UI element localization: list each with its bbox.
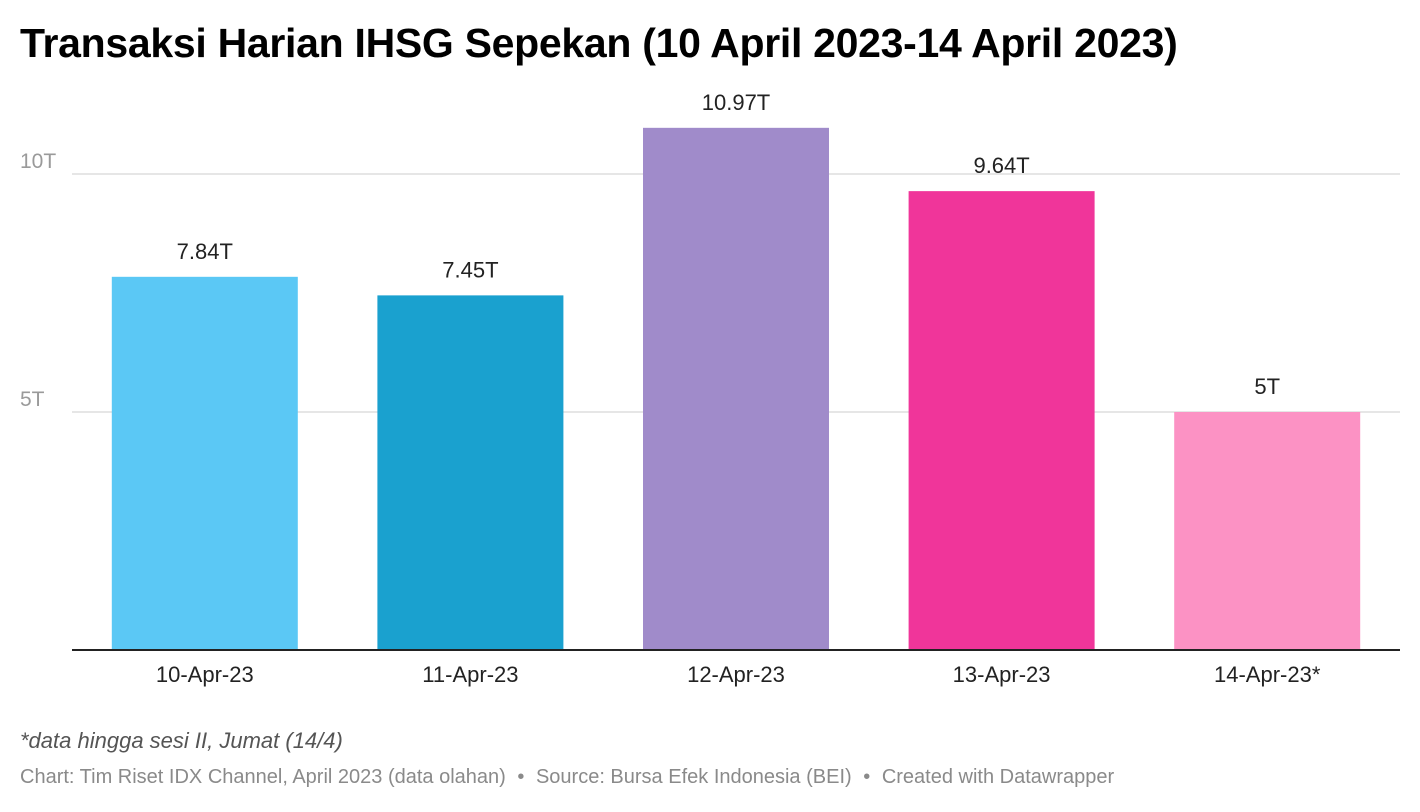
bar-value-label: 9.64T — [973, 153, 1029, 178]
x-tick-label: 14-Apr-23* — [1214, 662, 1321, 687]
chart-footer: Chart: Tim Riset IDX Channel, April 2023… — [20, 766, 1114, 789]
created-with-credit: Created with Datawrapper — [881, 766, 1115, 788]
bar — [1174, 412, 1361, 650]
chart-credit: Chart: Tim Riset IDX Channel, April 2023… — [20, 766, 506, 788]
bar — [377, 295, 564, 650]
bar-value-label: 7.84T — [177, 239, 233, 264]
x-tick-label: 12-Apr-23 — [687, 662, 785, 687]
bar-layer — [111, 127, 1361, 651]
source-credit: Source: Bursa Efek Indonesia (BEI) — [535, 766, 852, 788]
bar-value-label: 5T — [1254, 374, 1280, 399]
x-tick-label: 10-Apr-23 — [156, 662, 254, 687]
x-tick-label: 11-Apr-23 — [422, 662, 518, 687]
footer-separator: • — [863, 766, 871, 788]
bar-value-label: 10.97T — [702, 90, 771, 115]
label-layer: 7.84T 10-Apr-23 7.45T 11-Apr-23 10.97T 12-Apr… — [156, 90, 1321, 687]
bar — [111, 276, 298, 650]
chart-note: *data hingga sesi II, Jumat (14/4) — [20, 728, 343, 753]
bar — [643, 127, 829, 650]
footer-separator: • — [517, 766, 525, 788]
x-tick-label: 13-Apr-23 — [953, 662, 1051, 687]
bar-value-label: 7.45T — [442, 257, 498, 282]
chart-title: Transaksi Harian IHSG Sepekan (10 April … — [20, 20, 1178, 66]
bar — [908, 191, 1095, 651]
y-tick-label: 5T — [20, 388, 45, 411]
y-tick-label: 10T — [20, 150, 56, 173]
